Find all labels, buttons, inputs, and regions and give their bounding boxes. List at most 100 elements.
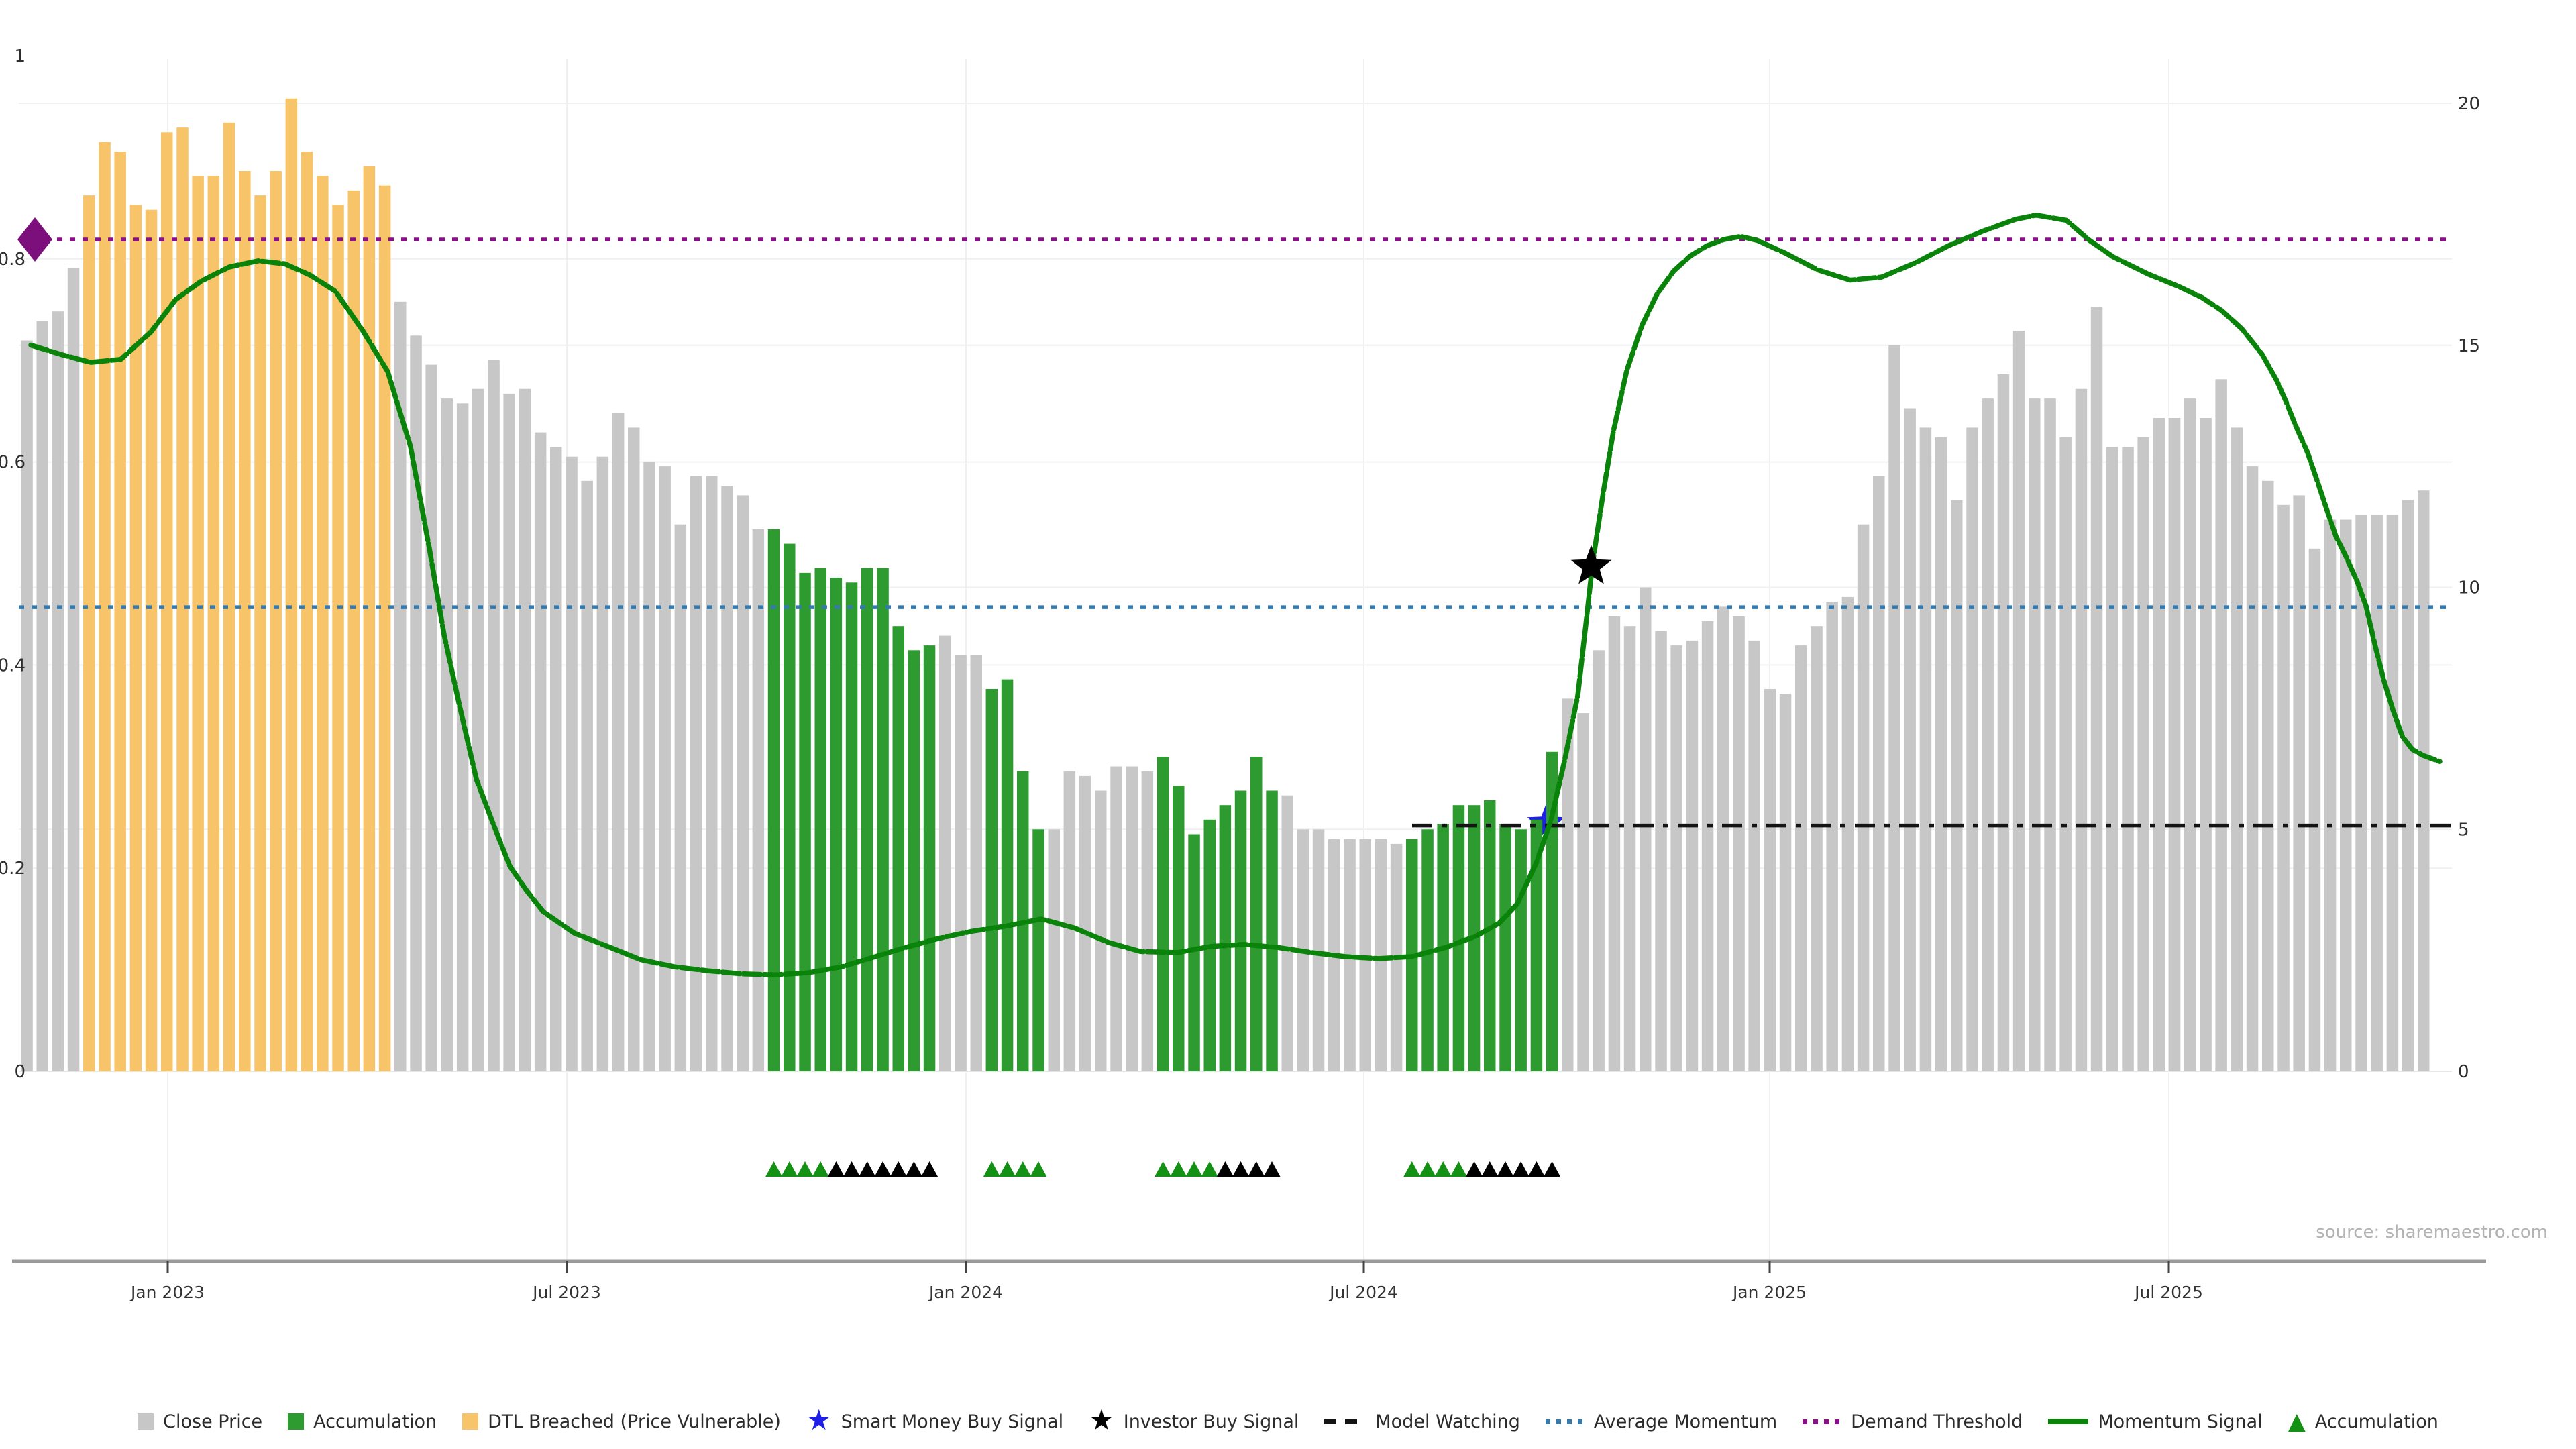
- close-price-bar: [410, 335, 422, 1071]
- close-price-bar: [2215, 379, 2227, 1071]
- accumulation-triangle-green: [812, 1161, 829, 1177]
- close-price-bar: [2106, 447, 2118, 1071]
- close-price-bar: [1110, 766, 1122, 1071]
- source-label: source: sharemaestro.com: [2316, 1222, 2548, 1242]
- accumulation-triangles: [765, 1161, 1561, 1177]
- accumulation-triangle-black: [1481, 1161, 1499, 1177]
- accumulation-triangle-black: [1466, 1161, 1483, 1177]
- close-price-bar: [1982, 398, 1994, 1071]
- close-price-bar: [83, 195, 95, 1072]
- close-price-bar: [1048, 829, 1060, 1072]
- close-price-bar: [1530, 819, 1543, 1071]
- close-price-bars: [21, 98, 2430, 1072]
- close-price-bar: [1811, 626, 1823, 1071]
- close-price-bar: [145, 209, 158, 1072]
- close-price-bar: [2012, 331, 2025, 1072]
- close-price-bar: [1795, 645, 1807, 1071]
- close-price-bar: [737, 495, 749, 1071]
- y-right-tick-label: 20: [2458, 94, 2480, 114]
- legend-label: Accumulation: [2314, 1411, 2438, 1432]
- y-left-tick-label: 0.8: [0, 250, 25, 270]
- close-price-bar: [394, 301, 407, 1071]
- accumulation-triangle-green: [983, 1161, 1000, 1177]
- legend-swatch-dotted-icon: [1545, 1419, 1585, 1424]
- accumulation-triangle-black: [1544, 1161, 1561, 1177]
- accumulation-triangle-black: [1497, 1161, 1514, 1177]
- close-price-bar: [628, 427, 640, 1071]
- accumulation-triangle-black: [905, 1161, 922, 1177]
- close-price-bar: [2371, 515, 2383, 1071]
- y-left-tick-label: 0.6: [0, 453, 25, 473]
- accumulation-triangle-green: [1030, 1161, 1047, 1177]
- legend-label: Accumulation: [313, 1411, 437, 1432]
- close-price-bar: [1779, 694, 1792, 1071]
- close-price-bar: [2075, 388, 2088, 1071]
- close-price-bar: [799, 572, 811, 1071]
- close-price-bar: [534, 432, 547, 1071]
- accumulation-triangle-green: [765, 1161, 783, 1177]
- close-price-bar: [114, 152, 126, 1072]
- close-price-bar: [1266, 790, 1278, 1071]
- y-right-tick-label: 0: [2458, 1062, 2469, 1082]
- close-price-bar: [1515, 829, 1527, 1072]
- close-price-bar: [1141, 771, 1154, 1071]
- accumulation-triangle-black: [921, 1161, 938, 1177]
- legend-item-accumulation: ▲ Accumulation: [2288, 1410, 2438, 1433]
- close-price-bar: [643, 461, 655, 1071]
- close-price-bar: [674, 524, 687, 1071]
- close-price-bar: [2324, 519, 2337, 1071]
- close-price-bar: [550, 447, 562, 1071]
- accumulation-triangle-green: [1201, 1161, 1218, 1177]
- close-price-bar: [2340, 519, 2352, 1071]
- legend-label: DTL Breached (Price Vulnerable): [488, 1411, 781, 1432]
- close-price-bar: [1640, 587, 1652, 1071]
- close-price-bar: [1888, 345, 1900, 1072]
- close-price-bar: [441, 398, 453, 1071]
- close-price-bar: [1655, 631, 1667, 1071]
- momentum-signal-line: [28, 212, 2443, 977]
- close-price-bar: [425, 364, 437, 1071]
- close-price-bar: [970, 655, 982, 1071]
- close-price-bar: [1826, 602, 1838, 1071]
- close-price-bar: [877, 568, 889, 1071]
- close-price-bar: [254, 195, 266, 1072]
- close-price-bar: [2231, 427, 2243, 1071]
- close-price-bar: [923, 645, 936, 1071]
- close-price-bar: [1593, 650, 1605, 1071]
- close-price-bar: [2200, 418, 2212, 1071]
- close-price-bar: [1281, 795, 1293, 1071]
- close-price-bar: [1841, 596, 1854, 1071]
- accumulation-triangle-black: [1216, 1161, 1234, 1177]
- close-price-bar: [1079, 775, 1091, 1071]
- close-price-bar: [239, 171, 251, 1071]
- close-price-bar: [1608, 616, 1621, 1071]
- legend-item-close-price: Close Price: [138, 1411, 262, 1432]
- legend-swatch-dash-icon: [1324, 1419, 1366, 1424]
- close-price-bar: [2029, 398, 2041, 1071]
- close-price-bar: [2137, 437, 2149, 1071]
- close-price-bar: [1562, 698, 1574, 1071]
- accumulation-triangle-green: [1155, 1161, 1172, 1177]
- close-price-bar: [1095, 790, 1107, 1071]
- close-price-bar: [908, 650, 920, 1071]
- close-price-bar: [830, 578, 843, 1071]
- close-price-bar: [1701, 621, 1714, 1071]
- x-tick-label: Jul 2024: [1328, 1283, 1398, 1302]
- close-price-bar: [472, 388, 484, 1071]
- close-price-bar: [1484, 800, 1496, 1071]
- close-price-bar: [939, 635, 951, 1071]
- close-price-bar: [1670, 645, 1682, 1071]
- accumulation-triangle-black: [1263, 1161, 1281, 1177]
- close-price-bar: [161, 132, 173, 1071]
- close-price-bar: [1001, 679, 1014, 1071]
- close-price-bar: [192, 176, 204, 1072]
- y-right-tick-label: 10: [2458, 578, 2480, 598]
- close-price-bar: [52, 311, 64, 1072]
- close-price-bar: [2122, 447, 2134, 1071]
- legend-label: Investor Buy Signal: [1123, 1411, 1299, 1432]
- close-price-bar: [488, 360, 500, 1071]
- accumulation-triangle-green: [796, 1161, 814, 1177]
- x-tick-label: Jan 2025: [1731, 1283, 1807, 1302]
- close-price-bar: [2355, 515, 2367, 1071]
